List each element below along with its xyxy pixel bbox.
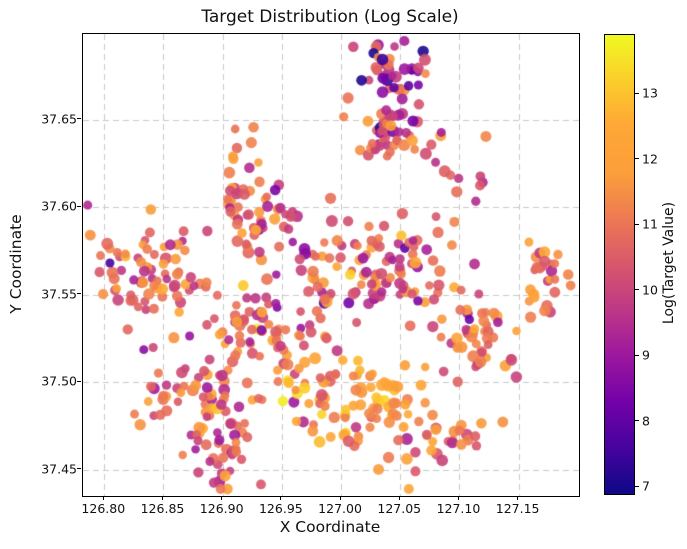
colorbar <box>604 34 635 495</box>
y-tick-label: 37.60 <box>41 198 77 214</box>
x-tick-label: 127.00 <box>318 501 362 516</box>
colorbar-tick-mark <box>635 92 639 94</box>
y-tick-mark <box>77 468 81 470</box>
colorbar-tick-mark <box>635 223 639 225</box>
y-tick-mark <box>77 380 81 382</box>
colorbar-tick-label: 13 <box>642 85 658 101</box>
x-tick-label: 126.95 <box>258 501 303 516</box>
colorbar-tick-mark <box>635 158 639 160</box>
x-tick-mark <box>102 496 104 500</box>
y-axis-label: Y Coordinate <box>7 214 25 314</box>
colorbar-tick-label: 9 <box>642 347 650 363</box>
x-tick-label: 127.10 <box>436 501 481 516</box>
colorbar-tick-mark <box>635 354 639 356</box>
x-tick-label: 127.15 <box>495 501 540 516</box>
colorbar-tick-mark <box>635 420 639 422</box>
x-tick-mark <box>161 496 163 500</box>
x-tick-mark <box>457 496 459 500</box>
x-tick-mark <box>280 496 282 500</box>
y-tick-label: 37.50 <box>41 373 77 389</box>
colorbar-tick-mark <box>635 485 639 487</box>
colorbar-label: Log(Target Value) <box>661 201 677 325</box>
x-tick-label: 126.90 <box>199 501 244 516</box>
x-tick-label: 126.85 <box>140 501 185 516</box>
scatter-canvas <box>83 34 579 496</box>
y-tick-label: 37.45 <box>41 461 77 477</box>
colorbar-tick-mark <box>635 289 639 291</box>
y-tick-label: 37.65 <box>41 111 77 127</box>
chart-title: Target Distribution (Log Scale) <box>201 7 459 27</box>
y-tick-mark <box>77 205 81 207</box>
x-tick-mark <box>398 496 400 500</box>
colorbar-tick-label: 11 <box>642 216 658 232</box>
plot-area <box>82 33 580 497</box>
y-tick-mark <box>77 118 81 120</box>
x-axis-label: X Coordinate <box>279 518 381 536</box>
y-tick-label: 37.55 <box>41 286 77 302</box>
x-tick-label: 126.80 <box>81 501 126 516</box>
x-tick-mark <box>517 496 519 500</box>
colorbar-tick-label: 10 <box>642 282 658 298</box>
colorbar-tick-label: 7 <box>642 478 650 494</box>
x-tick-mark <box>339 496 341 500</box>
y-tick-mark <box>77 293 81 295</box>
colorbar-tick-label: 8 <box>642 413 650 429</box>
colorbar-tick-label: 12 <box>642 151 658 167</box>
x-tick-mark <box>221 496 223 500</box>
x-tick-label: 127.05 <box>377 501 422 516</box>
